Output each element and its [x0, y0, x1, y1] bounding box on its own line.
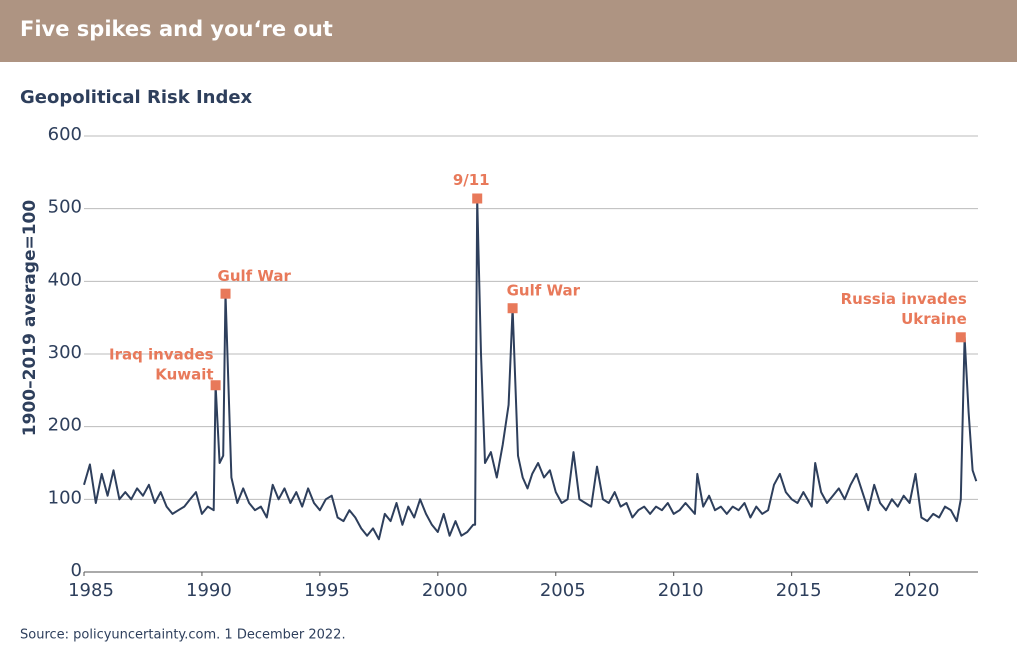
header-title: Five spikes and you‘re out [20, 17, 333, 41]
x-tick-label: 1985 [68, 580, 114, 601]
y-tick-label: 0 [71, 560, 82, 581]
y-tick-label: 100 [48, 487, 82, 508]
y-tick-label: 400 [48, 269, 82, 290]
annotation-marker [507, 303, 518, 314]
y-tick-label: 200 [48, 415, 82, 436]
line [83, 197, 978, 541]
y-axis-label: 1900–2019 average=100 [20, 200, 40, 437]
y-tick-label: 300 [48, 342, 82, 363]
annotation-label: Russia invades [841, 290, 967, 308]
annotation-label: Iraq invades [109, 346, 214, 364]
x-tick-label: 2005 [540, 580, 586, 601]
annotation-label: Ukraine [901, 310, 967, 328]
annotation-marker [220, 288, 231, 299]
annotation-label: 9/11 [453, 171, 490, 189]
x-tick-label: 2015 [776, 580, 822, 601]
source: Source: policyuncertainty.com. 1 Decembe… [20, 628, 346, 643]
x-tick-label: 1990 [186, 580, 232, 601]
x-tick-label: 1995 [304, 580, 350, 601]
y-tick-label: 600 [48, 124, 82, 145]
annotation-label: Gulf War [218, 267, 292, 285]
x-tick-label: 2020 [894, 580, 940, 601]
chart-title: Geopolitical Risk Index [20, 87, 253, 108]
x-tick-label: 2010 [658, 580, 704, 601]
annotation-label: Kuwait [155, 366, 213, 384]
annotation-marker [955, 332, 966, 343]
annotation-marker [472, 193, 483, 204]
x-tick-label: 2000 [422, 580, 468, 601]
header: Five spikes and you‘re out [0, 0, 1017, 62]
annotation-label: Gulf War [507, 282, 581, 300]
y-tick-label: 500 [48, 197, 82, 218]
annotation-marker [210, 380, 221, 391]
